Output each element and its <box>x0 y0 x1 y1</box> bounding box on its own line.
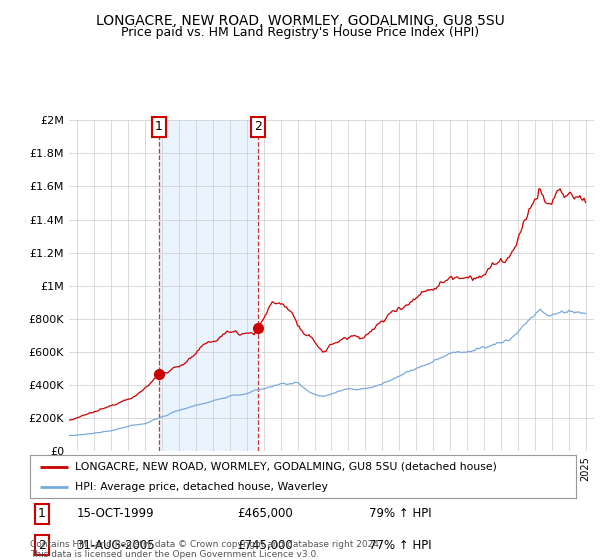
Text: 15-OCT-1999: 15-OCT-1999 <box>76 507 154 520</box>
Text: LONGACRE, NEW ROAD, WORMLEY, GODALMING, GU8 5SU: LONGACRE, NEW ROAD, WORMLEY, GODALMING, … <box>95 14 505 28</box>
Text: £465,000: £465,000 <box>238 507 293 520</box>
Text: 77% ↑ HPI: 77% ↑ HPI <box>368 539 431 552</box>
Text: LONGACRE, NEW ROAD, WORMLEY, GODALMING, GU8 5SU (detached house): LONGACRE, NEW ROAD, WORMLEY, GODALMING, … <box>75 461 497 472</box>
Text: Price paid vs. HM Land Registry's House Price Index (HPI): Price paid vs. HM Land Registry's House … <box>121 26 479 39</box>
Text: 79% ↑ HPI: 79% ↑ HPI <box>368 507 431 520</box>
Text: 31-AUG-2005: 31-AUG-2005 <box>76 539 155 552</box>
Text: 2: 2 <box>38 539 46 552</box>
Text: £745,000: £745,000 <box>238 539 293 552</box>
Text: Contains HM Land Registry data © Crown copyright and database right 2024.
This d: Contains HM Land Registry data © Crown c… <box>30 540 382 559</box>
Text: 1: 1 <box>38 507 46 520</box>
Bar <box>158 120 258 451</box>
Text: 2: 2 <box>254 120 262 133</box>
Text: HPI: Average price, detached house, Waverley: HPI: Average price, detached house, Wave… <box>75 482 328 492</box>
Text: 1: 1 <box>155 120 163 133</box>
